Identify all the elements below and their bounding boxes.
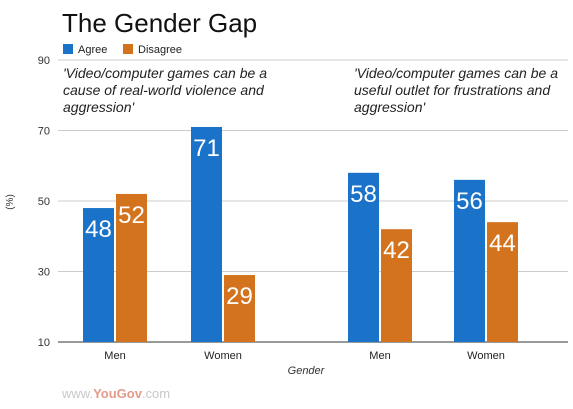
y-tick-label: 90 xyxy=(38,55,50,67)
caption-line: 'Video/computer games can be a xyxy=(354,65,558,81)
y-tick-label: 30 xyxy=(38,267,50,279)
data-label: 52 xyxy=(118,202,145,229)
legend-label-agree: Agree xyxy=(78,44,107,56)
bar-agree-men-0 xyxy=(83,208,114,342)
footer-suffix: .com xyxy=(142,386,170,401)
x-axis-label: Gender xyxy=(288,365,326,377)
legend-swatch-agree xyxy=(63,44,73,54)
bar-disagree-men-1 xyxy=(381,229,412,342)
data-label: 42 xyxy=(383,237,410,264)
x-tick-label: Men xyxy=(369,350,390,362)
chart-title: The Gender Gap xyxy=(62,8,257,38)
data-label: 29 xyxy=(226,283,253,310)
legend-swatch-disagree xyxy=(123,44,133,54)
group-captions: 'Video/computer games can be a cause of r… xyxy=(63,65,558,115)
bars xyxy=(83,126,518,342)
caption-line: aggression' xyxy=(63,99,135,115)
caption-line: cause of real-world violence and xyxy=(63,82,265,98)
y-axis-label: (%) xyxy=(5,194,16,210)
caption-line: aggression' xyxy=(354,99,426,115)
legend-label-disagree: Disagree xyxy=(138,44,182,56)
bar-agree-men-1 xyxy=(348,172,379,342)
x-tick-label: Men xyxy=(104,350,125,362)
bar-disagree-men-0 xyxy=(116,193,147,342)
caption-line: 'Video/computer games can be a xyxy=(63,65,267,81)
bar-disagree-women-0 xyxy=(224,275,255,342)
footer-logo: www.YouGov.com xyxy=(61,386,170,401)
legend: Agree Disagree xyxy=(63,44,182,56)
x-axis-ticks: Men Women Men Women xyxy=(104,350,505,362)
y-tick-label: 70 xyxy=(38,126,50,138)
data-label: 58 xyxy=(350,181,377,208)
data-label: 48 xyxy=(85,216,112,243)
footer-brand: YouGov xyxy=(93,386,143,401)
bar-agree-women-0 xyxy=(191,126,222,342)
footer-prefix: www. xyxy=(61,386,93,401)
bar-disagree-women-1 xyxy=(487,222,518,342)
x-tick-label: Women xyxy=(467,350,505,362)
y-tick-label: 10 xyxy=(38,337,50,349)
data-label: 71 xyxy=(193,135,220,162)
data-label: 56 xyxy=(456,188,483,215)
y-axis: 10 30 50 70 90 xyxy=(38,55,50,349)
group-caption-0: 'Video/computer games can be a cause of r… xyxy=(63,65,267,115)
x-tick-label: Women xyxy=(204,350,242,362)
y-tick-label: 50 xyxy=(38,196,50,208)
group-caption-1: 'Video/computer games can be a useful out… xyxy=(354,65,558,115)
bar-agree-women-1 xyxy=(454,179,485,342)
caption-line: useful outlet for frustrations and xyxy=(354,82,551,98)
data-label: 44 xyxy=(489,230,516,257)
